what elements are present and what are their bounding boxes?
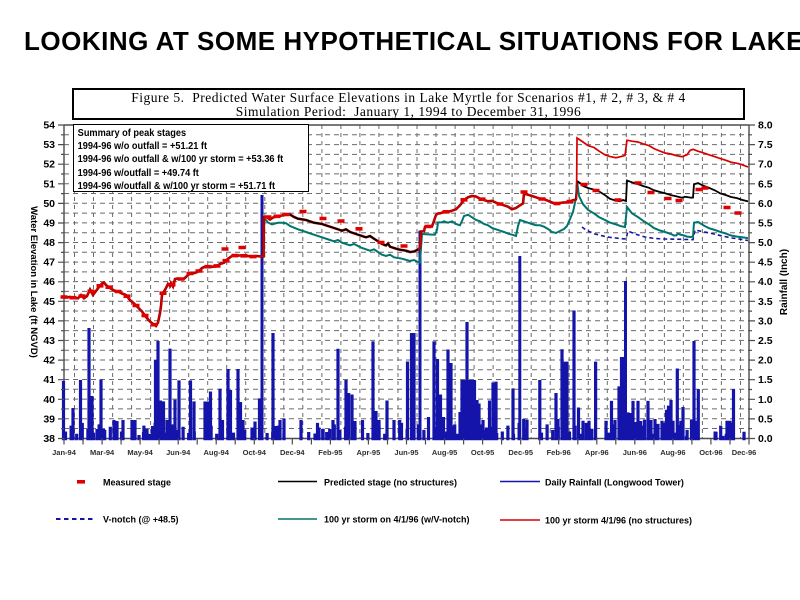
svg-text:45: 45 (43, 296, 55, 308)
svg-text:49: 49 (43, 218, 55, 230)
svg-text:Apr-95: Apr-95 (357, 448, 381, 457)
svg-text:53: 53 (43, 139, 55, 151)
svg-text:Dec-96: Dec-96 (732, 448, 757, 457)
svg-text:46: 46 (43, 276, 55, 288)
svg-text:7.0: 7.0 (758, 159, 773, 171)
svg-text:Aug-95: Aug-95 (432, 448, 457, 457)
svg-text:54: 54 (43, 120, 55, 132)
svg-text:Oct-96: Oct-96 (699, 448, 722, 457)
svg-text:100 yr storm on 4/1/96 (w/V-no: 100 yr storm on 4/1/96 (w/V-notch) (324, 515, 470, 525)
svg-text:0.0: 0.0 (758, 433, 773, 445)
svg-text:47: 47 (43, 257, 55, 269)
svg-text:Jun-96: Jun-96 (623, 448, 647, 457)
svg-text:Measured stage: Measured stage (103, 478, 171, 488)
svg-text:5.0: 5.0 (758, 237, 773, 249)
svg-text:4.0: 4.0 (758, 276, 773, 288)
svg-text:Feb-96: Feb-96 (547, 448, 571, 457)
svg-text:5.5: 5.5 (758, 218, 773, 230)
svg-text:3.5: 3.5 (758, 296, 773, 308)
svg-text:Rainfall (Inch): Rainfall (Inch) (779, 249, 790, 315)
svg-text:1.5: 1.5 (758, 374, 773, 386)
svg-text:Jun-94: Jun-94 (166, 448, 191, 457)
svg-text:2.5: 2.5 (758, 335, 773, 347)
svg-text:44: 44 (43, 315, 55, 327)
svg-text:0.5: 0.5 (758, 413, 773, 425)
svg-text:May-94: May-94 (127, 448, 153, 457)
svg-text:6.5: 6.5 (758, 178, 773, 190)
svg-text:Predicted stage (no structures: Predicted stage (no structures) (324, 478, 457, 488)
svg-text:100 yr storm 4/1/96 (no struc: 100 yr storm 4/1/96 (no structures) (545, 516, 692, 526)
svg-text:V-notch (@ +48.5): V-notch (@ +48.5) (103, 515, 179, 525)
svg-text:48: 48 (43, 237, 55, 249)
svg-text:Dec-95: Dec-95 (508, 448, 533, 457)
svg-text:38: 38 (43, 433, 55, 445)
svg-text:51: 51 (43, 178, 55, 190)
svg-text:6.0: 6.0 (758, 198, 773, 210)
svg-text:Daily Rainfall (Longwood Tower: Daily Rainfall (Longwood Tower) (545, 478, 684, 488)
svg-text:Feb-95: Feb-95 (318, 448, 342, 457)
svg-text:7.5: 7.5 (758, 139, 773, 151)
svg-text:2.0: 2.0 (758, 355, 773, 367)
svg-text:Dec-94: Dec-94 (280, 448, 305, 457)
svg-text:4.5: 4.5 (758, 257, 773, 269)
svg-text:42: 42 (43, 355, 55, 367)
svg-text:Jan-94: Jan-94 (52, 448, 77, 457)
svg-text:39: 39 (43, 413, 55, 425)
svg-text:Oct-94: Oct-94 (243, 448, 267, 457)
svg-text:3.0: 3.0 (758, 315, 773, 327)
svg-text:Mar-94: Mar-94 (90, 448, 115, 457)
svg-text:1.0: 1.0 (758, 394, 773, 406)
svg-text:Aug-96: Aug-96 (660, 448, 685, 457)
svg-text:Aug-94: Aug-94 (203, 448, 229, 457)
svg-text:43: 43 (43, 335, 55, 347)
svg-text:8.0: 8.0 (758, 120, 773, 132)
svg-text:50: 50 (43, 198, 55, 210)
svg-text:Jun-95: Jun-95 (394, 448, 418, 457)
svg-text:40: 40 (43, 394, 55, 406)
svg-text:52: 52 (43, 159, 55, 171)
svg-text:Apr-96: Apr-96 (585, 448, 609, 457)
svg-text:Water Elevation in Lake (ft NG: Water Elevation in Lake (ft NGVD) (28, 206, 39, 358)
svg-text:Oct-95: Oct-95 (471, 448, 494, 457)
svg-text:41: 41 (43, 374, 55, 386)
